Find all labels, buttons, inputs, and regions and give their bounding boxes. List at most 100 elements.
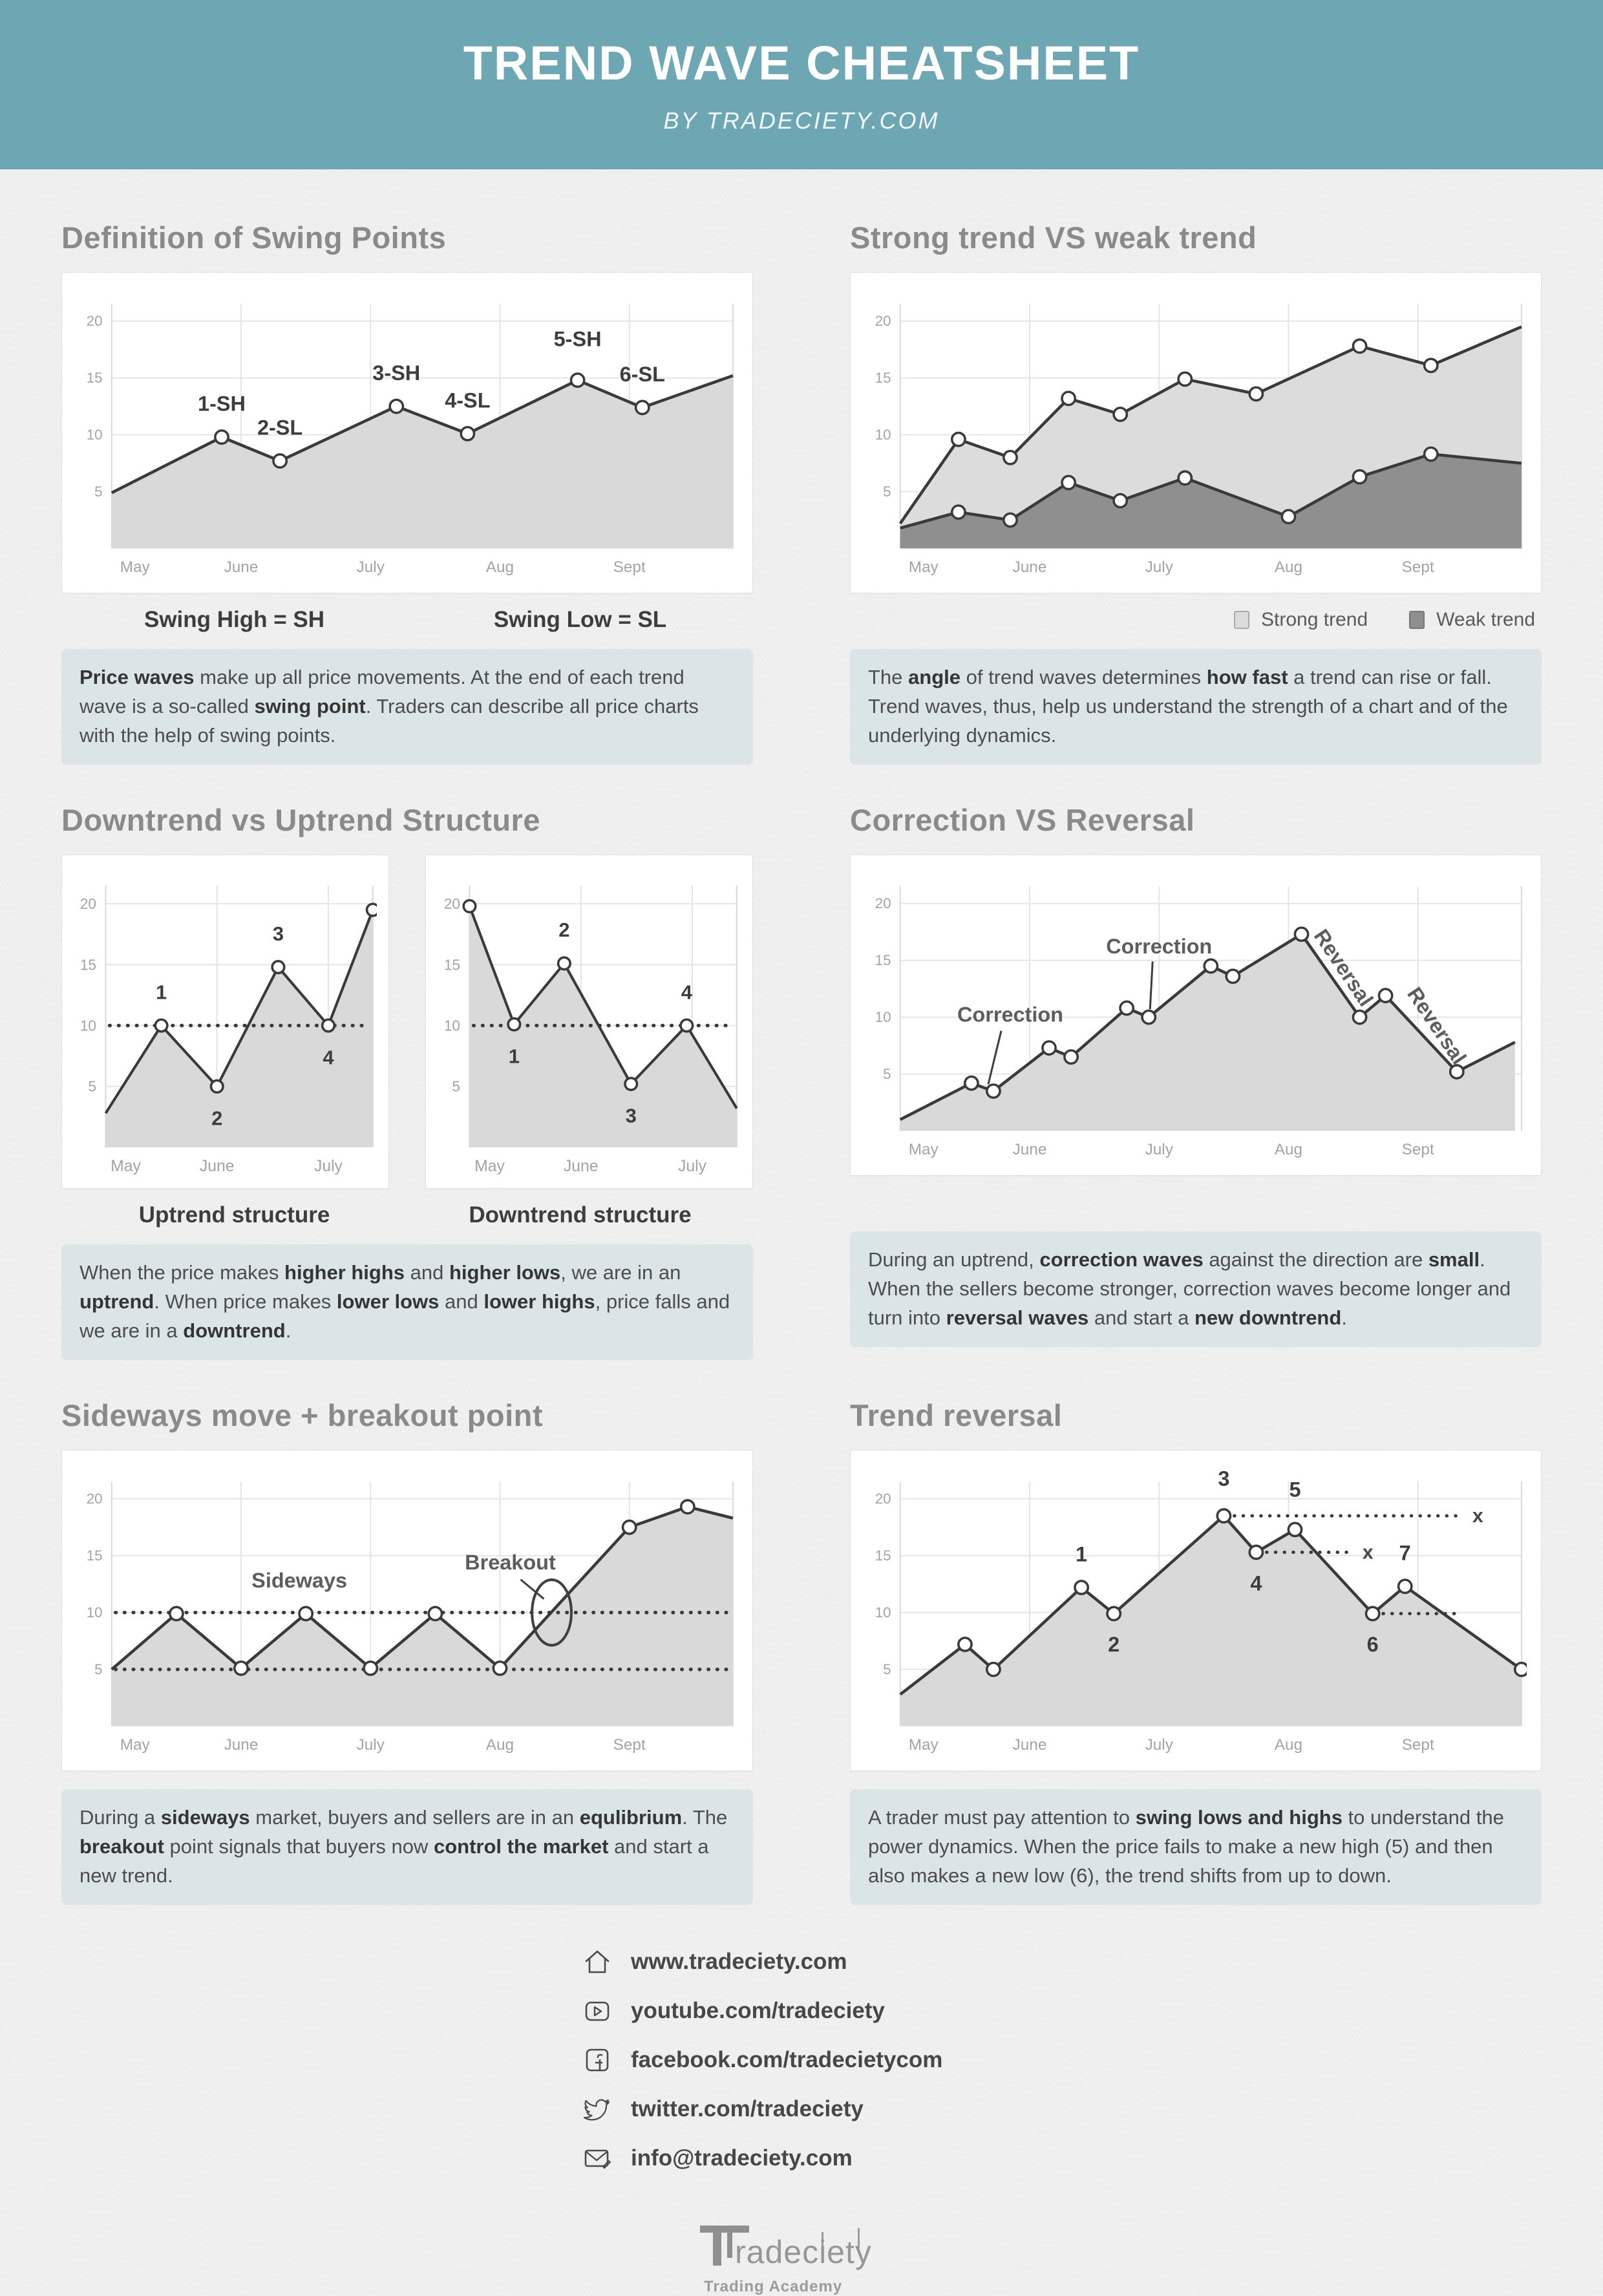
page-subtitle: BY TRADECIETY.COM	[663, 107, 940, 134]
trend-structure-caption: When the price makes higher highs and hi…	[61, 1244, 753, 1361]
svg-text:4: 4	[681, 981, 693, 1003]
svg-text:5-SH: 5-SH	[554, 327, 602, 350]
svg-text:15: 15	[444, 956, 460, 973]
svg-text:July: July	[314, 1158, 343, 1175]
svg-text:20: 20	[444, 895, 460, 912]
svg-text:Aug: Aug	[1275, 1736, 1302, 1754]
svg-text:20: 20	[875, 1491, 891, 1507]
svg-text:Sideways: Sideways	[251, 1569, 347, 1592]
svg-text:3: 3	[1218, 1467, 1229, 1491]
footer-link-twitter[interactable]: twitter.com/tradeciety	[582, 2094, 1021, 2125]
home-icon	[582, 1946, 613, 1977]
svg-text:20: 20	[80, 895, 96, 912]
section-heading: Trend reversal	[850, 1398, 1063, 1433]
svg-text:June: June	[1013, 1141, 1047, 1158]
section-heading: Strong trend VS weak trend	[850, 220, 1257, 255]
svg-text:5: 5	[94, 1661, 102, 1677]
structure-labels-row: Uptrend structure Downtrend structure	[61, 1193, 753, 1238]
trend-structure-cards: 1 2 3 4 5 10 15 20 May June July 1 2 3 4 5 10 15 20 May Jun…	[61, 854, 753, 1189]
trend-reversal-chart: x x 1 2 3 4 5 6 7 5 10 15 20 May June July Aug Sept	[875, 1467, 1527, 1754]
svg-text:June: June	[200, 1158, 235, 1175]
tradeciety-logo: radeciety Trading Academy	[695, 2216, 908, 2296]
svg-text:July: July	[357, 558, 385, 576]
svg-text:May: May	[111, 1158, 141, 1175]
svg-text:7: 7	[1399, 1542, 1411, 1565]
tradeciety-logo-mark: radeciety	[700, 2226, 871, 2270]
svg-text:20: 20	[875, 895, 891, 911]
content-grid: Definition of Swing Points 1-SH 2-SL 3-SH 4…	[0, 169, 1603, 1906]
correction-reversal-chart-container: Correction Correction Reversal Reversal 5 10 1…	[865, 869, 1527, 1161]
section-heading: Definition of Swing Points	[61, 220, 447, 255]
swing-points-chart-container: 1-SH 2-SL 3-SH 4-SL 5-SH 6-SL 5 10 15 20 May June Ju…	[76, 287, 738, 579]
svg-text:Sept: Sept	[613, 558, 646, 576]
svg-text:5: 5	[88, 1078, 96, 1095]
svg-text:Sept: Sept	[1402, 1736, 1434, 1754]
correction-reversal-caption: During an uptrend, correction waves agai…	[850, 1231, 1542, 1347]
strong-weak-card: 5 10 15 20 May June July Aug Sept	[850, 272, 1542, 594]
svg-text:10: 10	[875, 1604, 891, 1621]
svg-text:Sept: Sept	[613, 1736, 646, 1754]
svg-text:May: May	[120, 558, 151, 576]
svg-text:May: May	[909, 1141, 939, 1158]
swing-high-label: Swing High = SH	[143, 607, 325, 633]
svg-text:20: 20	[87, 1491, 103, 1507]
legend-item-weak: Weak trend	[1409, 609, 1535, 631]
section-heading: Correction VS Reversal	[850, 802, 1195, 837]
svg-text:June: June	[1013, 558, 1047, 576]
svg-text:Correction: Correction	[1106, 935, 1212, 958]
uptrend-chart-container: 1 2 3 4 5 10 15 20 May June July	[74, 867, 377, 1176]
svg-text:10: 10	[444, 1017, 460, 1034]
svg-text:4: 4	[1250, 1571, 1262, 1595]
svg-text:1: 1	[156, 981, 167, 1003]
section-swing-points: Definition of Swing Points 1-SH 2-SL 3-SH 4…	[61, 220, 753, 765]
svg-text:3-SH: 3-SH	[372, 361, 420, 385]
svg-text:15: 15	[80, 956, 96, 973]
downtrend-card: 1 2 3 4 5 10 15 20 May June July	[425, 854, 753, 1189]
section-correction-reversal: Correction VS Reversal Correction Correct…	[850, 802, 1542, 1360]
trend-reversal-card: x x 1 2 3 4 5 6 7 5 10 15 20 May June July Aug Sept	[850, 1450, 1542, 1772]
svg-text:15: 15	[875, 370, 891, 386]
svg-text:20: 20	[87, 313, 103, 329]
correction-reversal-card: Correction Correction Reversal Reversal 5 10 1…	[850, 854, 1542, 1176]
svg-text:July: July	[1145, 1736, 1174, 1754]
svg-text:May: May	[909, 1736, 939, 1754]
svg-text:x: x	[1363, 1542, 1374, 1564]
footer-link-facebook[interactable]: facebook.com/tradecietycom	[582, 2045, 1021, 2076]
youtube-icon	[582, 1995, 613, 2026]
section-heading: Downtrend vs Uptrend Structure	[61, 802, 540, 837]
section-sideways-breakout: Sideways move + breakout point Sideways B…	[61, 1398, 753, 1906]
legend-item-strong: Strong trend	[1234, 609, 1368, 631]
svg-text:15: 15	[87, 370, 103, 386]
svg-text:2: 2	[558, 919, 569, 941]
footer-link-home[interactable]: www.tradeciety.com	[582, 1946, 1021, 1977]
svg-text:10: 10	[80, 1017, 96, 1034]
svg-text:6: 6	[1367, 1633, 1379, 1656]
svg-text:Sept: Sept	[1402, 558, 1434, 576]
downtrend-chart-container: 1 2 3 4 5 10 15 20 May June July	[438, 867, 741, 1176]
sideways-breakout-caption: During a sideways market, buyers and sel…	[61, 1789, 753, 1906]
page-title: TREND WAVE CHEATSHEET	[463, 36, 1140, 90]
swing-low-label: Swing Low = SL	[493, 607, 667, 633]
footer-link-youtube[interactable]: youtube.com/tradeciety	[582, 1995, 1021, 2026]
spacer-row	[850, 1180, 1542, 1225]
svg-text:4-SL: 4-SL	[445, 388, 490, 412]
svg-text:5: 5	[883, 1066, 891, 1082]
svg-text:1: 1	[1076, 1542, 1087, 1566]
svg-text:10: 10	[87, 1604, 103, 1621]
svg-text:May: May	[120, 1736, 151, 1754]
twitter-icon	[582, 2094, 613, 2125]
section-heading: Sideways move + breakout point	[61, 1398, 544, 1433]
svg-text:Correction: Correction	[957, 1003, 1063, 1026]
svg-text:4: 4	[323, 1046, 334, 1068]
swing-points-card: 1-SH 2-SL 3-SH 4-SL 5-SH 6-SL 5 10 15 20 May June Ju…	[61, 272, 753, 594]
downtrend-structure-label: Downtrend structure	[469, 1202, 692, 1228]
svg-text:10: 10	[87, 427, 103, 443]
svg-text:2-SL: 2-SL	[257, 416, 303, 440]
svg-text:June: June	[564, 1158, 599, 1175]
swing-points-chart: 1-SH 2-SL 3-SH 4-SL 5-SH 6-SL 5 10 15 20 May June Ju…	[87, 304, 734, 576]
svg-text:Aug: Aug	[1275, 1141, 1302, 1158]
footer-link-email[interactable]: info@tradeciety.com	[582, 2143, 1021, 2174]
svg-text:x: x	[1472, 1505, 1483, 1527]
svg-text:Breakout: Breakout	[465, 1551, 556, 1574]
